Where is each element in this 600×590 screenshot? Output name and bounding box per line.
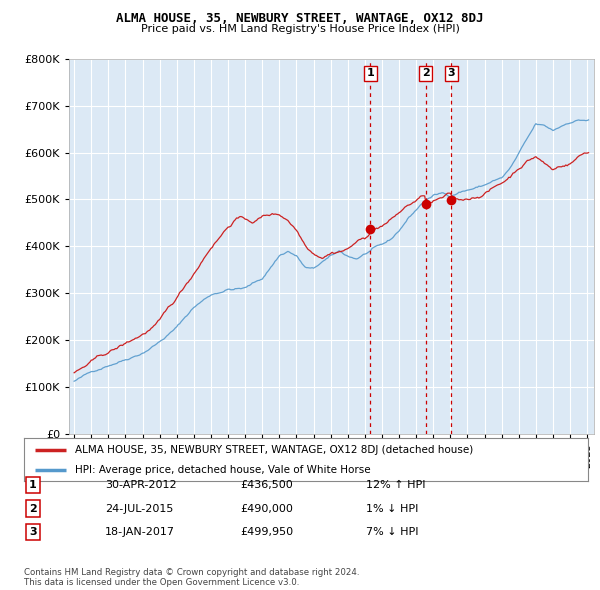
Text: £499,950: £499,950 <box>240 527 293 537</box>
Text: Contains HM Land Registry data © Crown copyright and database right 2024.
This d: Contains HM Land Registry data © Crown c… <box>24 568 359 587</box>
Text: 1: 1 <box>29 480 37 490</box>
Text: 18-JAN-2017: 18-JAN-2017 <box>105 527 175 537</box>
Text: 12% ↑ HPI: 12% ↑ HPI <box>366 480 425 490</box>
Text: 1% ↓ HPI: 1% ↓ HPI <box>366 504 418 513</box>
Text: 2: 2 <box>29 504 37 513</box>
Text: 24-JUL-2015: 24-JUL-2015 <box>105 504 173 513</box>
Text: ALMA HOUSE, 35, NEWBURY STREET, WANTAGE, OX12 8DJ (detached house): ALMA HOUSE, 35, NEWBURY STREET, WANTAGE,… <box>75 445 473 455</box>
Text: Price paid vs. HM Land Registry's House Price Index (HPI): Price paid vs. HM Land Registry's House … <box>140 24 460 34</box>
Text: £436,500: £436,500 <box>240 480 293 490</box>
Text: 7% ↓ HPI: 7% ↓ HPI <box>366 527 419 537</box>
Text: 3: 3 <box>29 527 37 537</box>
Text: 2: 2 <box>422 68 430 78</box>
Text: 30-APR-2012: 30-APR-2012 <box>105 480 176 490</box>
Text: HPI: Average price, detached house, Vale of White Horse: HPI: Average price, detached house, Vale… <box>75 466 370 475</box>
Text: ALMA HOUSE, 35, NEWBURY STREET, WANTAGE, OX12 8DJ: ALMA HOUSE, 35, NEWBURY STREET, WANTAGE,… <box>116 12 484 25</box>
Text: £490,000: £490,000 <box>240 504 293 513</box>
Text: 1: 1 <box>367 68 374 78</box>
Text: 3: 3 <box>448 68 455 78</box>
